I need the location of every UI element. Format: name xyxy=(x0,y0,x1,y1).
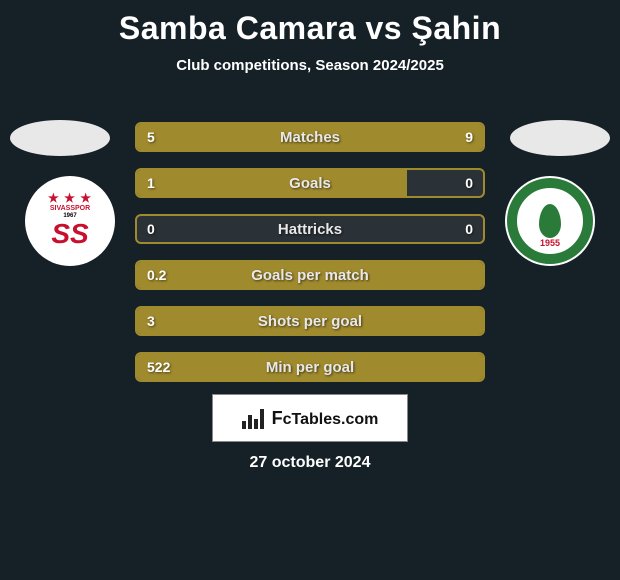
stat-value-right: 0 xyxy=(465,175,473,191)
watermark-text: FcTables.com xyxy=(272,408,379,429)
stat-row: 5 9 Matches xyxy=(135,122,485,152)
stat-row: 1 0 Goals xyxy=(135,168,485,198)
stat-label: Shots per goal xyxy=(258,313,362,330)
stats-bars-container: 5 9 Matches 1 0 Goals 0 0 Hattricks 0.2 Goals per … xyxy=(135,122,485,398)
stat-label: Hattricks xyxy=(278,221,342,238)
stat-value-left: 522 xyxy=(147,359,170,375)
stat-value-left: 1 xyxy=(147,175,155,191)
stat-label: Matches xyxy=(280,129,340,146)
bar-fill-left xyxy=(137,170,407,196)
stat-value-left: 3 xyxy=(147,313,155,329)
player-avatar-right xyxy=(510,120,610,156)
club-badge-right: 1955 xyxy=(505,176,595,266)
stat-row: 0 0 Hattricks xyxy=(135,214,485,244)
stat-row: 522 Min per goal xyxy=(135,352,485,382)
sivasspor-badge-icon: ★ ★ ★ SIVASSPOR 1967 SS xyxy=(48,192,92,250)
stat-value-left: 0 xyxy=(147,221,155,237)
date-label: 27 october 2024 xyxy=(0,454,620,472)
stat-label: Goals per match xyxy=(251,267,369,284)
stat-value-left: 0.2 xyxy=(147,267,166,283)
player-avatar-left xyxy=(10,120,110,156)
stat-value-right: 0 xyxy=(465,221,473,237)
page-subtitle: Club competitions, Season 2024/2025 xyxy=(0,57,620,74)
stat-label: Goals xyxy=(289,175,331,192)
stat-value-right: 9 xyxy=(465,129,473,145)
stat-value-left: 5 xyxy=(147,129,155,145)
watermark: FcTables.com xyxy=(212,394,408,442)
stat-row: 3 Shots per goal xyxy=(135,306,485,336)
stat-label: Min per goal xyxy=(266,359,354,376)
rizespor-badge-icon: 1955 xyxy=(507,178,593,264)
stat-row: 0.2 Goals per match xyxy=(135,260,485,290)
bar-fill-left xyxy=(137,124,262,150)
page-title: Samba Camara vs Şahin xyxy=(0,0,620,47)
fctables-logo-icon xyxy=(242,407,268,429)
club-badge-left: ★ ★ ★ SIVASSPOR 1967 SS xyxy=(25,176,115,266)
